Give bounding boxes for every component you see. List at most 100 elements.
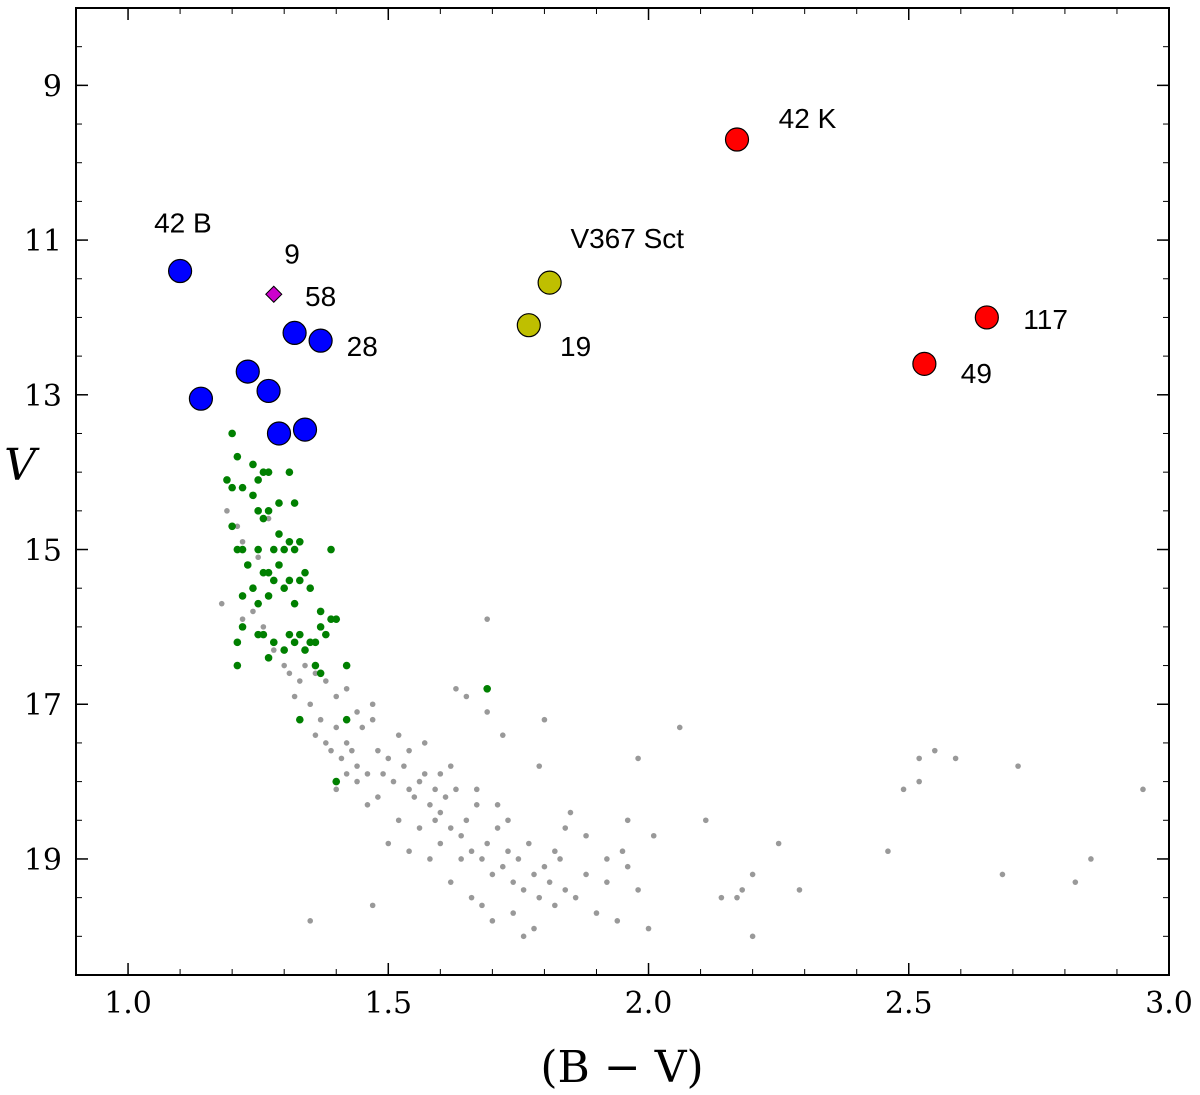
field-star-point: [364, 771, 371, 777]
member-star-point: [285, 630, 294, 639]
field-star-point: [484, 709, 490, 715]
field-star-point: [718, 894, 725, 901]
star-label: 28: [347, 331, 378, 362]
field-star-point: [447, 763, 454, 769]
field-star-point: [406, 747, 412, 754]
star-label: 42 B: [154, 207, 212, 238]
y-tick-label: 9: [43, 69, 62, 104]
field-star-point: [369, 716, 376, 723]
member-star-point: [264, 568, 273, 577]
field-star-point: [338, 755, 345, 762]
field-star-point: [380, 771, 386, 777]
field-star-point: [650, 832, 657, 839]
field-star-point: [437, 771, 444, 777]
member-star-point: [322, 630, 330, 639]
member-star-point: [301, 568, 309, 577]
member-star-point: [228, 429, 236, 438]
field-star-point: [557, 856, 563, 862]
member-star-point: [233, 545, 242, 554]
y-tick-label: 11: [24, 224, 62, 259]
field-star-point: [453, 786, 459, 793]
member-star-point: [311, 661, 320, 670]
blue-star-point: [282, 320, 307, 346]
field-star-point: [562, 825, 569, 831]
member-star-point: [332, 777, 341, 786]
member-star-point: [280, 545, 288, 554]
member-star-point: [249, 584, 257, 592]
blue-star-point: [167, 258, 193, 284]
axes: 1.0 1.5 2.0 2.5 3.0 9 11 13 15 17 19: [24, 8, 1193, 1021]
field-star-point: [416, 825, 423, 831]
field-star-point: [218, 600, 225, 607]
member-star-point: [327, 615, 335, 623]
field-star-point: [900, 786, 907, 793]
field-star-point: [255, 554, 261, 561]
field-star-point: [1015, 763, 1021, 769]
plot-area: [167, 127, 1146, 940]
member-star-point: [264, 592, 273, 600]
member-star-point: [306, 584, 315, 592]
field-star-point: [916, 778, 922, 785]
field-star-point: [375, 794, 381, 800]
field-star-point: [364, 802, 371, 808]
field-star-point: [437, 809, 444, 816]
member-star-point: [290, 499, 299, 507]
field-star-point: [437, 840, 444, 847]
member-star-point: [327, 545, 335, 554]
member-star-point: [228, 522, 236, 531]
member-star-point: [296, 715, 304, 724]
member-star-point: [342, 715, 351, 724]
star-label: 49: [961, 358, 992, 389]
field-star-point: [354, 709, 360, 715]
field-star-point: [604, 856, 610, 862]
blue-star-point: [188, 386, 214, 411]
field-star-point: [442, 794, 449, 800]
field-star-point: [775, 840, 782, 847]
field-star-point: [427, 802, 433, 808]
field-star-point: [567, 809, 574, 816]
field-star-point: [494, 825, 501, 831]
field-star-point: [343, 771, 350, 777]
field-star-point: [499, 732, 506, 738]
member-star-point: [306, 638, 315, 647]
member-star-point: [269, 545, 278, 554]
field-star-point: [635, 887, 641, 893]
field-star-point: [1072, 879, 1079, 885]
field-star-point: [369, 701, 376, 708]
member-star-point: [264, 654, 273, 662]
field-star-point: [1140, 786, 1146, 793]
member-star-point: [316, 623, 325, 631]
yellow-star-point: [516, 313, 541, 338]
member-star-point: [285, 537, 294, 546]
member-star-point: [254, 476, 262, 484]
field-star-point: [676, 724, 683, 731]
field-star-point: [323, 740, 329, 746]
x-tick-label: 3.0: [1145, 986, 1193, 1021]
field-star-point: [265, 515, 272, 522]
member-star-point: [228, 483, 236, 492]
field-star-point: [604, 879, 610, 885]
member-star-point: [483, 684, 491, 693]
member-star-point: [254, 630, 262, 639]
field-star-point: [463, 693, 470, 700]
member-star-point: [249, 460, 257, 469]
field-star-point: [510, 910, 516, 916]
field-star-point: [354, 763, 360, 769]
field-star-point: [635, 755, 641, 762]
field-star-point: [234, 523, 241, 530]
blue-star-point: [308, 328, 333, 353]
field-star-point: [796, 887, 803, 893]
blue-star-point: [256, 378, 281, 404]
field-star-point: [385, 755, 392, 762]
field-star-point: [484, 616, 490, 622]
member-star-point: [290, 545, 299, 554]
field-star-point: [468, 848, 475, 855]
field-star-point: [999, 871, 1006, 878]
field-star-point: [749, 933, 756, 940]
red-star-point: [724, 127, 750, 152]
field-star-point: [302, 662, 308, 669]
member-star-point: [238, 483, 247, 492]
field-star-point: [421, 740, 428, 746]
member-star-point: [301, 646, 309, 654]
